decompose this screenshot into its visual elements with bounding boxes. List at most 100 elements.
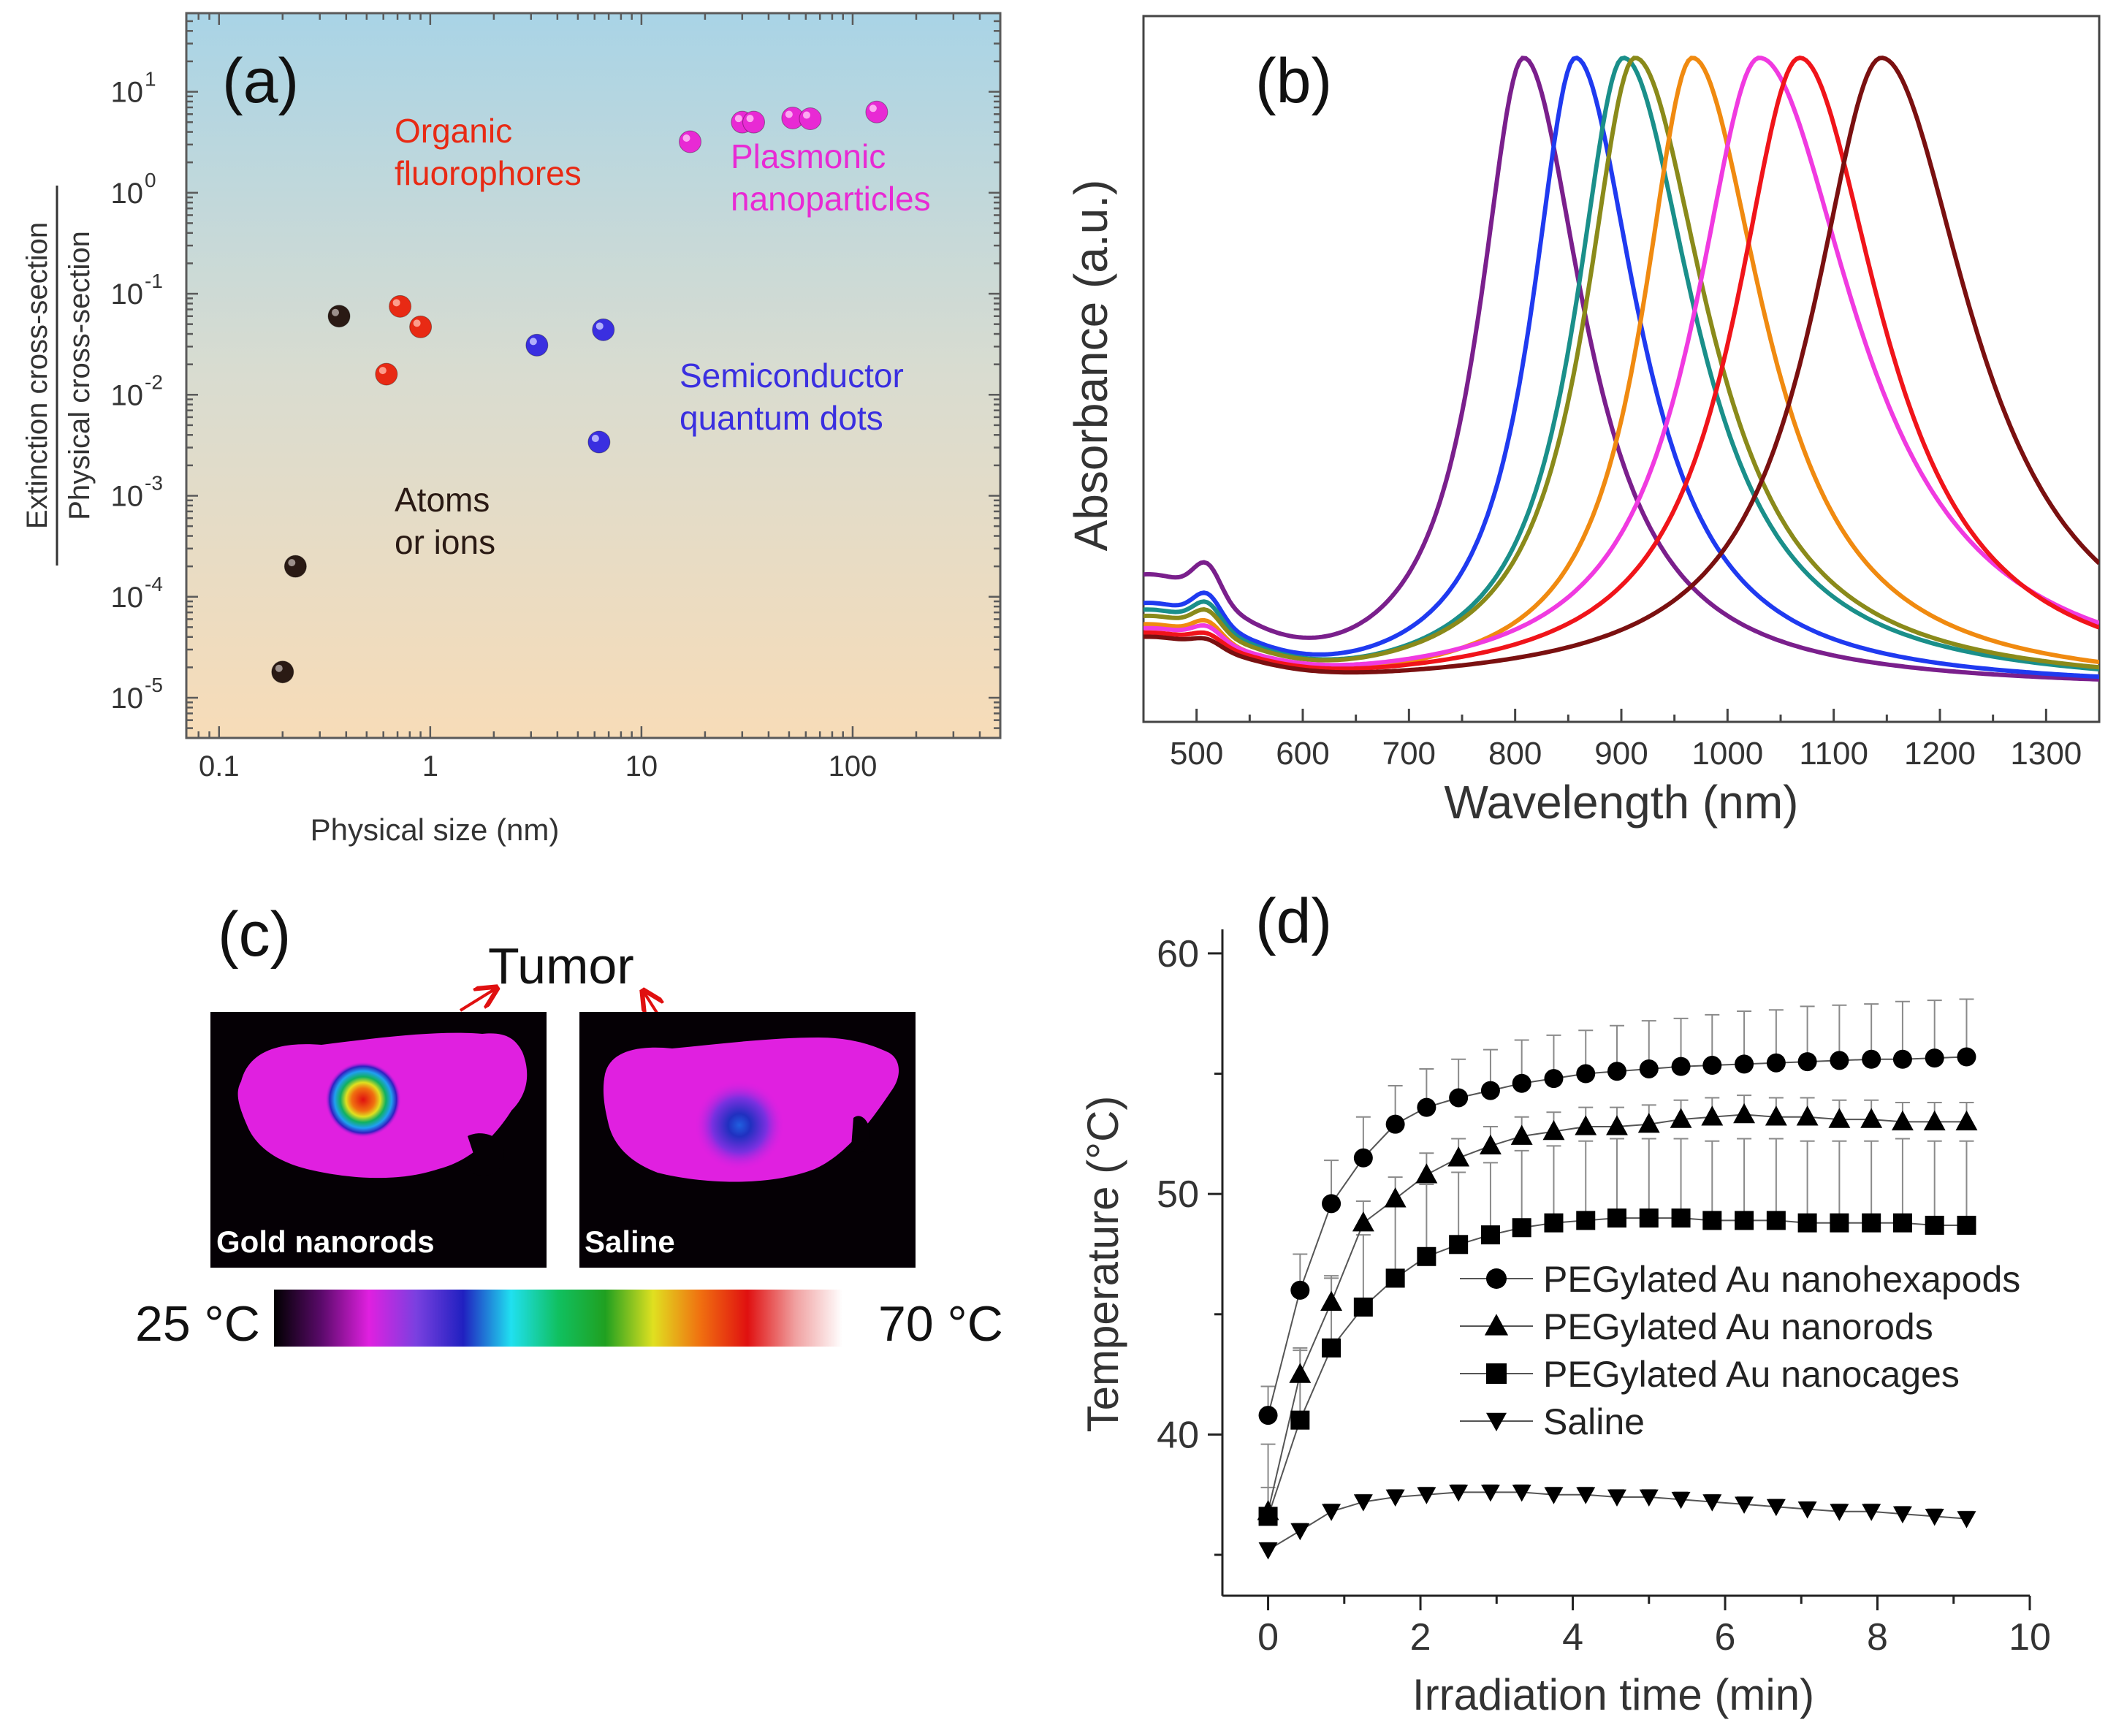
data-marker-pegylated-au-nanorods xyxy=(1891,1110,1914,1131)
x-tick-label: 1000 xyxy=(1691,736,1763,772)
x-tick-label: 900 xyxy=(1594,736,1648,772)
y-tick-label: 10 -1 xyxy=(111,270,163,311)
series-label-organic-fluorophores: fluorophores xyxy=(395,154,582,192)
thermal-caption-gold-nanorods: Gold nanorods xyxy=(216,1225,435,1259)
y-tick-label: 50 xyxy=(1157,1173,1199,1216)
data-marker-saline xyxy=(1417,1487,1436,1504)
data-point-atoms-or-ions xyxy=(271,660,294,684)
thermal-image-saline: Saline xyxy=(579,1012,916,1268)
data-marker-pegylated-au-nanorods xyxy=(1352,1211,1374,1232)
data-marker-pegylated-au-nanorods xyxy=(1479,1134,1502,1155)
data-marker-pegylated-au-nanohexapods xyxy=(1766,1053,1786,1073)
data-marker-pegylated-au-nanohexapods xyxy=(1892,1049,1912,1069)
x-tick-label: 1100 xyxy=(1799,736,1868,772)
data-marker-pegylated-au-nanorods xyxy=(1796,1105,1819,1126)
data-point-highlight xyxy=(802,111,810,119)
panel-a-x-axis-label: Physical size (nm) xyxy=(311,812,560,847)
legend-marker-pegylated-au-nanocages xyxy=(1486,1363,1507,1384)
hotspot-cool-icon xyxy=(694,1080,785,1170)
data-marker-saline xyxy=(1544,1487,1564,1504)
data-point-atoms-or-ions xyxy=(327,305,351,328)
y-tick-exponent: -2 xyxy=(145,370,163,393)
x-tick-label: 500 xyxy=(1170,736,1223,772)
data-marker-pegylated-au-nanorods xyxy=(1415,1163,1438,1184)
y-tick-base: 10 xyxy=(111,178,144,210)
data-marker-pegylated-au-nanocages xyxy=(1862,1213,1881,1233)
data-marker-pegylated-au-nanohexapods xyxy=(1830,1051,1849,1070)
panel-b-spectra xyxy=(1143,55,2099,682)
panel-b: 500 600 700 800 900 1000 1100 1200 1300 (b) Wave… xyxy=(1065,15,2101,829)
panel-a-plot-background xyxy=(186,13,1000,738)
x-tick-label: 10 xyxy=(625,750,658,783)
spectrum-line-808-nm xyxy=(1143,56,2099,682)
y-tick-label: 10 -5 xyxy=(111,674,163,715)
data-marker-saline xyxy=(1957,1511,1976,1528)
data-point-atoms-or-ions xyxy=(283,555,307,578)
x-tick-label: 1 xyxy=(422,750,438,783)
y-tick-base: 10 xyxy=(111,278,144,311)
data-point-organic-fluorophores xyxy=(375,362,398,386)
panel-b-axes: 500 600 700 800 900 1000 1100 1200 1300 xyxy=(1142,709,2101,772)
data-marker-pegylated-au-nanorods xyxy=(1289,1363,1312,1383)
y-tick-exponent: -3 xyxy=(145,472,163,495)
data-marker-saline xyxy=(1258,1542,1278,1560)
data-point-semiconductor-quantum-dots xyxy=(525,333,549,357)
data-marker-pegylated-au-nanocages xyxy=(1576,1211,1596,1230)
data-marker-pegylated-au-nanohexapods xyxy=(1735,1054,1754,1074)
thermal-image-gold-nanorods: Gold nanorods xyxy=(210,1012,547,1268)
x-tick-label: 10 xyxy=(2009,1616,2051,1659)
data-point-highlight xyxy=(869,104,877,113)
data-marker-pegylated-au-nanorods xyxy=(1670,1108,1692,1128)
y-tick-label: 10 1 xyxy=(111,68,156,109)
data-marker-pegylated-au-nanocages xyxy=(1417,1246,1436,1266)
x-tick-label: 6 xyxy=(1715,1616,1736,1659)
y-tick-label: 60 xyxy=(1157,933,1199,975)
y-tick-base: 10 xyxy=(111,77,144,109)
data-marker-pegylated-au-nanohexapods xyxy=(1353,1148,1373,1168)
mouse-ear-shape xyxy=(851,1116,870,1154)
series-label-semiconductor-quantum-dots: quantum dots xyxy=(680,399,883,437)
data-marker-pegylated-au-nanocages xyxy=(1702,1211,1722,1230)
y-tick-exponent: -1 xyxy=(145,270,163,292)
data-marker-pegylated-au-nanocages xyxy=(1607,1208,1626,1228)
series-label-atoms-or-ions: Atoms xyxy=(395,481,490,519)
series-label-plasmonic-nanoparticles: nanoparticles xyxy=(731,180,931,218)
panel-a-y-axis-label: Extinction cross-section Physical cross-… xyxy=(21,186,96,566)
y-tick-label: 10 -2 xyxy=(111,370,163,411)
colorbar-max-label: 70 °C xyxy=(878,1296,1003,1352)
y-tick-base: 10 xyxy=(111,481,144,513)
data-marker-saline xyxy=(1576,1487,1596,1504)
mouse-ear-shape xyxy=(468,1133,504,1176)
x-tick-label: 8 xyxy=(1867,1616,1888,1659)
thermal-caption-saline: Saline xyxy=(585,1225,675,1259)
panel-c: (c) Tumor Gold nanorods Saline 25 °C 70 … xyxy=(135,899,1003,1352)
data-point-highlight xyxy=(288,559,296,567)
y-tick-base: 10 xyxy=(111,379,144,411)
data-marker-saline xyxy=(1797,1501,1817,1519)
data-marker-saline xyxy=(1892,1506,1912,1524)
y-tick-label: 40 xyxy=(1157,1414,1199,1456)
series-label-organic-fluorophores: Organic xyxy=(395,112,512,150)
data-point-plasmonic-nanoparticles xyxy=(865,100,888,123)
panel-a-y-label-numerator: Extinction cross-section xyxy=(21,222,53,529)
data-marker-pegylated-au-nanorods xyxy=(1606,1115,1628,1135)
legend-label-pegylated-au-nanorods: PEGylated Au nanorods xyxy=(1543,1306,1933,1347)
data-marker-saline xyxy=(1385,1489,1405,1507)
data-marker-pegylated-au-nanocages xyxy=(1671,1208,1691,1228)
series-label-plasmonic-nanoparticles: Plasmonic xyxy=(731,137,886,175)
data-marker-pegylated-au-nanohexapods xyxy=(1797,1052,1817,1072)
panel-label-a: (a) xyxy=(222,46,299,116)
data-marker-saline xyxy=(1322,1504,1341,1521)
data-marker-saline xyxy=(1449,1485,1469,1502)
data-marker-saline xyxy=(1735,1496,1754,1514)
data-marker-pegylated-au-nanocages xyxy=(1830,1213,1849,1233)
y-tick-exponent: 0 xyxy=(145,169,156,191)
series-label-semiconductor-quantum-dots: Semiconductor xyxy=(680,357,904,395)
y-tick-base: 10 xyxy=(111,582,144,614)
x-tick-label: 0 xyxy=(1257,1616,1279,1659)
data-marker-pegylated-au-nanorods xyxy=(1320,1290,1343,1311)
data-marker-pegylated-au-nanocages xyxy=(1892,1213,1912,1233)
panel-d-y-axis-label: Temperature (°C) xyxy=(1078,1096,1127,1433)
